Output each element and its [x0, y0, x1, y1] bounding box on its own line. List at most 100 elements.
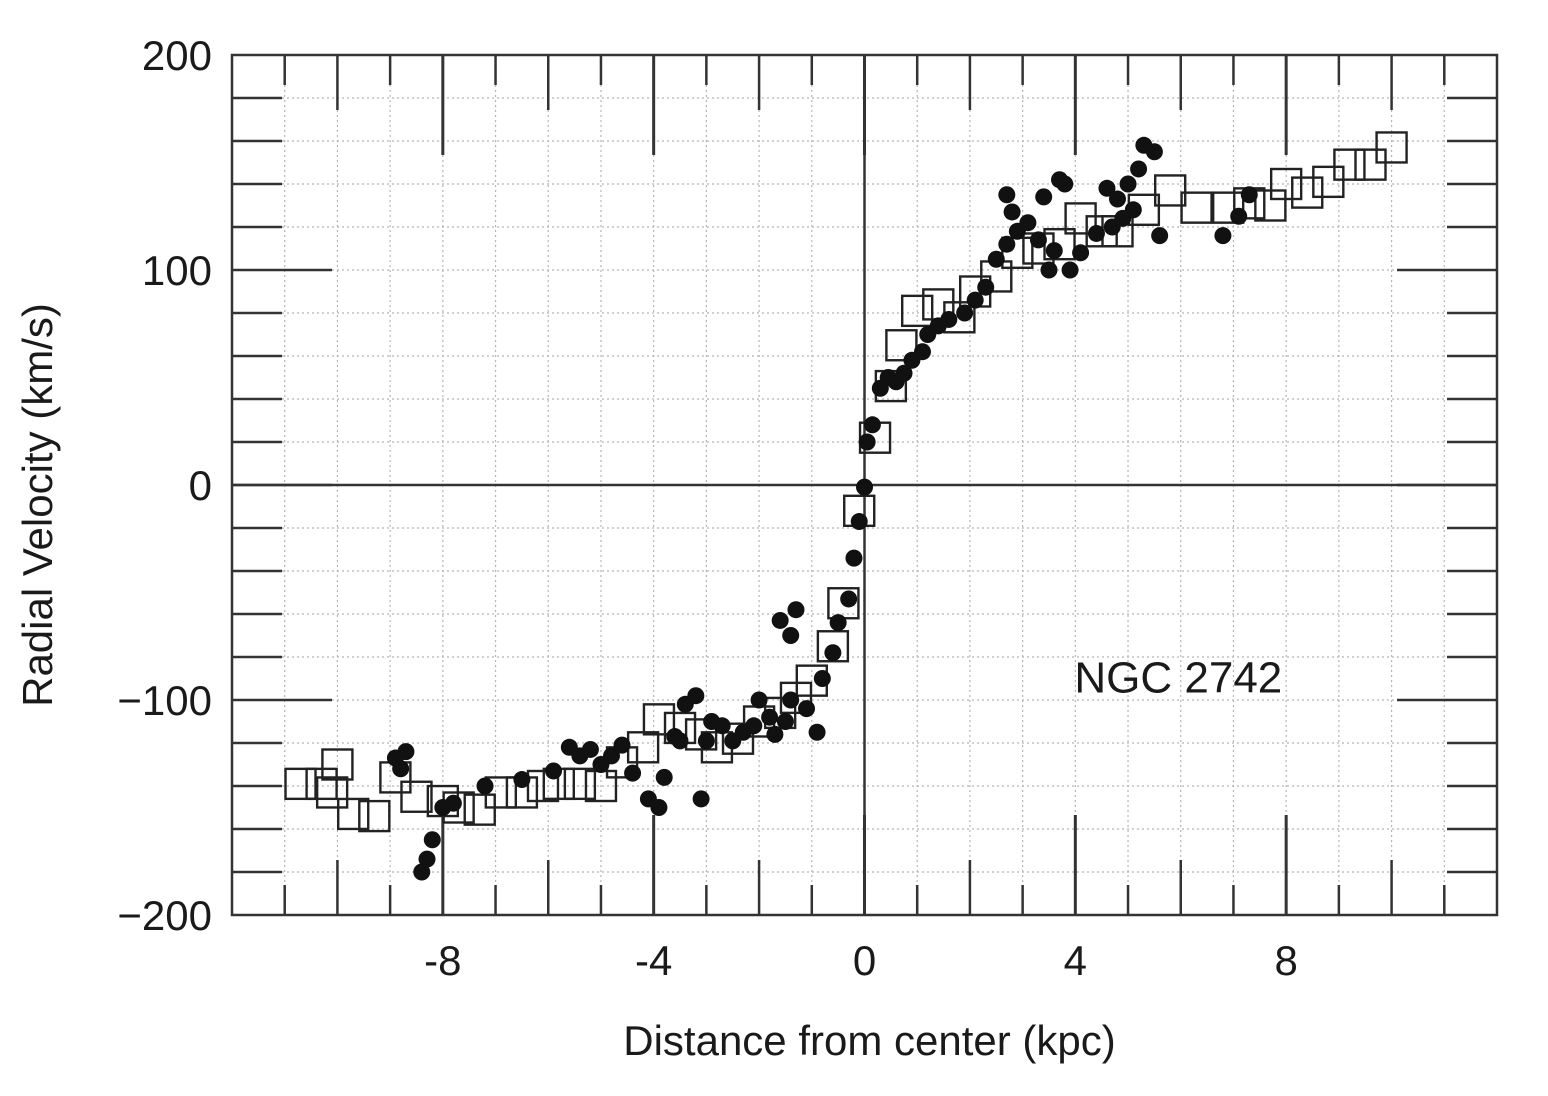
y-axis-label: Radial Velocity (km/s)	[14, 303, 61, 707]
data-point-dot	[813, 670, 831, 687]
data-point-dot	[850, 513, 868, 531]
data-point-square	[816, 630, 850, 663]
data-point-dot	[771, 611, 789, 629]
data-point-dot	[829, 614, 847, 632]
data-point-dot	[808, 723, 826, 741]
data-point-dot	[1019, 214, 1037, 232]
data-point-dot	[840, 590, 858, 608]
x-axis-label: Distance from center (kpc)	[623, 1017, 1115, 1064]
data-point-dot	[998, 235, 1016, 253]
x-tick-label: 8	[1274, 937, 1297, 984]
data-point-square	[1154, 174, 1187, 207]
data-point-square	[721, 722, 755, 755]
data-point-dot	[650, 799, 668, 816]
data-point-square	[284, 767, 317, 801]
x-tick-label: 4	[1064, 937, 1087, 984]
data-point-dot	[858, 433, 876, 451]
y-tick-label: −100	[117, 677, 212, 724]
data-point-dot	[1124, 201, 1142, 219]
data-point-dot	[1061, 261, 1079, 279]
x-tick-label: -8	[424, 937, 461, 984]
data-point-dot	[581, 740, 599, 758]
data-point-dot	[913, 343, 931, 361]
data-point-square	[642, 703, 676, 736]
data-point-dot	[613, 736, 631, 754]
data-point-dot	[1056, 175, 1074, 193]
y-tick-label: 0	[189, 462, 212, 509]
data-point-dot	[1072, 244, 1090, 262]
plot-frame	[230, 53, 1499, 917]
data-point-square	[1312, 165, 1345, 199]
data-point-dot	[687, 687, 705, 705]
data-point-dot	[1035, 188, 1053, 206]
data-point-dot	[1230, 207, 1248, 225]
data-point-dot	[1130, 160, 1148, 178]
data-point-square	[1354, 148, 1387, 181]
data-point-dot	[603, 747, 620, 765]
y-tick-label: 100	[142, 247, 212, 294]
data-point-square	[321, 748, 354, 781]
data-point-dot	[545, 762, 563, 780]
data-point-dot	[671, 732, 689, 750]
data-point-dot	[713, 717, 731, 735]
y-tick-label: −200	[117, 892, 212, 939]
data-point-square	[358, 799, 391, 833]
data-point-dot	[824, 644, 842, 662]
data-point-dot	[776, 713, 794, 730]
data-point-dot	[444, 794, 462, 812]
data-point-square	[1375, 131, 1408, 164]
data-point-dot	[413, 863, 431, 881]
data-point-dot	[513, 771, 531, 789]
x-tick-labels: -8 -4 0 4 8	[424, 937, 1298, 984]
data-point-dot	[392, 760, 410, 778]
data-point-dot	[956, 304, 974, 322]
data-point-dot	[845, 549, 863, 567]
data-point-dot	[1003, 203, 1021, 221]
data-point-dot	[787, 601, 805, 619]
data-point-square	[1180, 191, 1213, 224]
data-series	[284, 131, 1408, 881]
data-point-square	[1291, 176, 1324, 209]
data-point-dot	[782, 691, 800, 709]
data-point-dot	[655, 768, 673, 786]
data-point-dot	[798, 700, 816, 718]
data-point-square	[400, 780, 433, 813]
data-point-dot	[1109, 190, 1126, 208]
x-tick-label: -4	[635, 937, 672, 984]
data-point-square	[463, 793, 496, 826]
data-point-dot	[697, 732, 715, 750]
data-point-dot	[1040, 261, 1058, 279]
data-point-dot	[624, 764, 642, 782]
data-point-square	[901, 294, 934, 328]
data-point-dot	[940, 310, 958, 328]
data-point-square	[1211, 191, 1245, 224]
data-point-dot	[423, 831, 441, 849]
data-point-dot	[1240, 186, 1258, 204]
data-point-dot	[782, 627, 800, 644]
data-point-dot	[692, 790, 710, 808]
data-point-dot	[1145, 143, 1163, 161]
data-point-dot	[987, 250, 1005, 268]
data-point-square	[885, 329, 918, 362]
data-point-dot	[766, 725, 784, 743]
data-point-dot	[1214, 227, 1232, 245]
series-1	[386, 136, 1258, 881]
data-point-dot	[1098, 179, 1116, 197]
data-point-dot	[750, 691, 768, 709]
data-point-dot	[1151, 227, 1169, 245]
data-point-dot	[761, 708, 779, 726]
series-0	[284, 131, 1408, 833]
data-point-dot	[1029, 231, 1047, 249]
data-point-dot	[895, 364, 913, 382]
data-point-dot	[966, 291, 984, 309]
y-tick-labels: −200 −100 0 100 200	[117, 32, 212, 939]
data-point-square	[337, 797, 370, 831]
data-point-dot	[1045, 242, 1063, 260]
data-point-square	[315, 776, 349, 809]
data-point-dot	[476, 777, 494, 795]
data-point-dot	[998, 186, 1016, 204]
data-point-dot	[977, 278, 995, 296]
data-point-dot	[745, 717, 763, 735]
data-point-square	[1269, 167, 1303, 201]
